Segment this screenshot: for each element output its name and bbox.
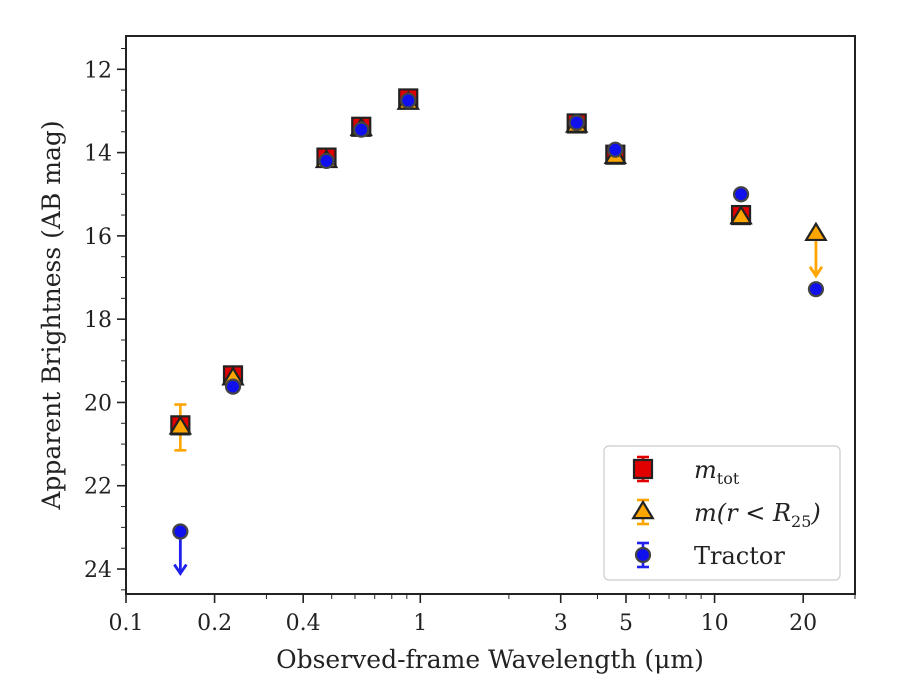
x-axis: 0.1 0.2 0.4 1 3 5 10 20 [109,594,856,636]
data-point-circle [353,121,370,138]
x-tick-label: 20 [789,611,817,636]
x-tick-label: 10 [701,611,729,636]
y-tick-label: 16 [84,225,112,250]
legend: mtot m(r < R25) Tractor [603,445,841,581]
plot-frame [125,35,856,595]
data-point-circle [807,281,825,298]
data-point-circle [732,186,750,203]
y-tick-label: 24 [84,558,112,583]
legend-label: mtot [694,456,740,488]
data-point-triangle [729,205,753,225]
upper-limit-arrowhead [808,266,824,279]
x-axis-title: Observed-frame Wavelength (μm) [276,645,704,674]
x-tick-label: 3 [554,611,568,636]
data-point-circle [400,92,417,109]
data-point-triangle [804,221,828,242]
data-points [168,88,828,577]
legend-marker-square [632,458,654,480]
data-point-circle [224,378,242,395]
data-point-circle [318,152,335,170]
y-axis: 12 14 16 18 20 22 24 [84,47,126,591]
legend-box [603,445,841,581]
upper-limit-arrowhead [173,563,188,577]
y-tick-label: 18 [84,308,112,333]
y-tick-label: 22 [84,475,112,500]
x-tick-label: 0.1 [109,611,144,636]
y-tick-label: 14 [84,142,112,167]
x-tick-label: 0.2 [197,611,232,636]
data-point-circle [607,141,624,158]
y-tick-label: 12 [84,58,112,83]
data-point-triangle [168,415,193,435]
x-tick-label: 0.4 [286,611,321,636]
legend-label: m(r < R25) [694,499,821,531]
data-point-circle [172,523,189,540]
x-tick-label: 5 [619,611,633,636]
data-point-circle [568,114,585,131]
x-tick-label: 1 [413,611,427,636]
legend-label: Tractor [694,542,785,570]
y-tick-label: 20 [84,391,112,416]
legend-marker-circle [634,546,652,564]
legend-marker-triangle [631,499,655,520]
y-axis-title: Apparent Brightness (AB mag) [37,120,66,510]
